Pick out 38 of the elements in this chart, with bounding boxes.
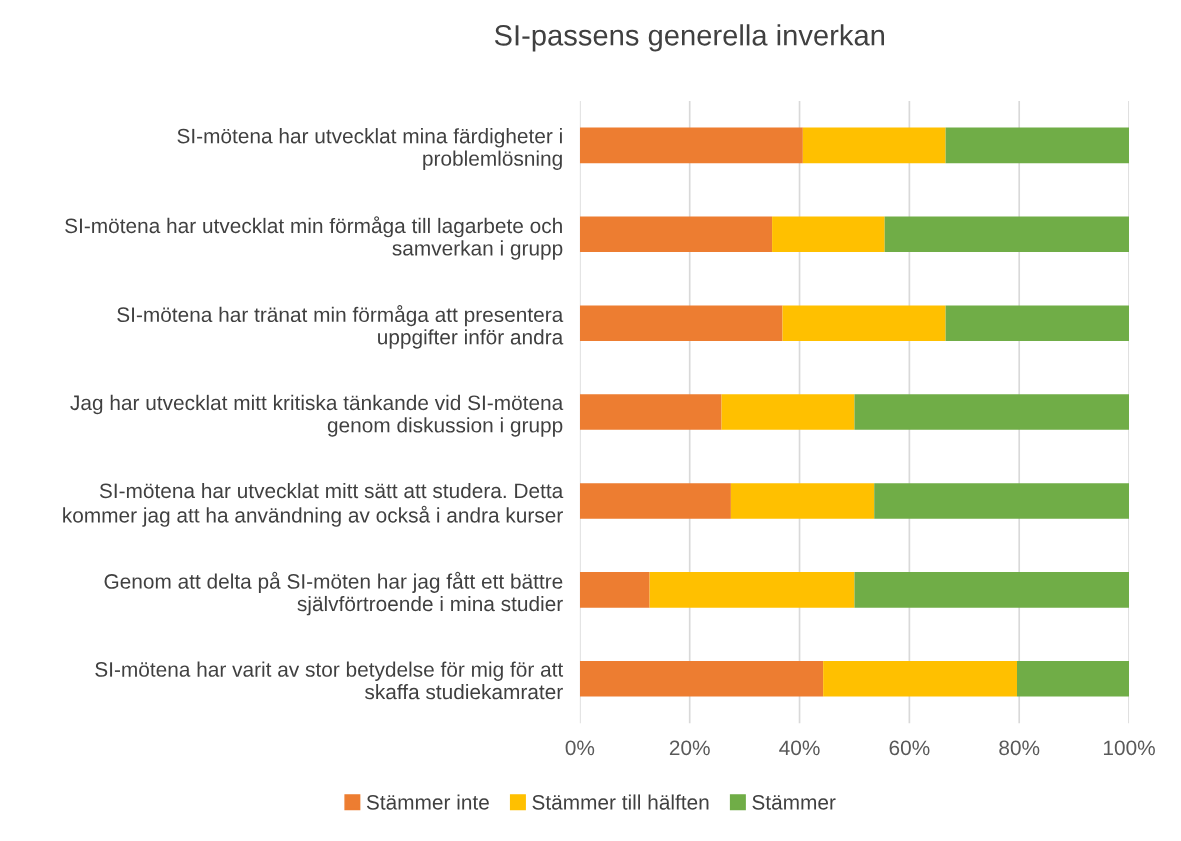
bar [854, 572, 1130, 608]
y-tick-label: SI-mötena har utvecklat mina färdigheter i problemlösning [177, 128, 562, 170]
bar [579, 483, 731, 519]
x-tick-label: 100% [1103, 740, 1155, 756]
bar [945, 127, 1130, 164]
bar [884, 216, 1130, 253]
y-tick-label: SI-mötena har varit av stor betydelse för mig för att skaffa studiekamrater [95, 661, 564, 700]
y-tick-label: SI-mötena har utvecklat mitt sätt att studera. Detta kommer jag att ha användning av också i andra kurser [63, 482, 564, 527]
x-tick-label: 40% [779, 740, 820, 756]
bar [721, 394, 855, 430]
bar [874, 483, 1130, 519]
bar [854, 394, 1130, 430]
x-tick-label: 0% [565, 740, 595, 756]
legend-label: Stämmer [752, 794, 836, 810]
bar [823, 661, 1018, 697]
bar [772, 216, 885, 253]
chart-title: SI-passens generella inverkan [494, 24, 884, 52]
bar [649, 572, 855, 608]
bar [579, 572, 650, 608]
bar [579, 216, 773, 253]
bar [579, 394, 722, 430]
bar [579, 127, 803, 164]
bar [579, 661, 824, 697]
x-tick-label: 20% [669, 740, 710, 756]
legend-label: Stämmer till hälften [532, 794, 709, 810]
y-tick-label: SI-mötena har tränat min förmåga att presentera uppgifter inför andra [117, 305, 564, 349]
bar [1017, 661, 1130, 697]
x-tick-label: 60% [889, 740, 930, 756]
y-tick-label: SI-mötena har utvecklat min förmåga till lagarbete och samverkan i grupp [65, 216, 563, 260]
x-tick-label: 80% [999, 740, 1040, 756]
bar [730, 483, 875, 519]
bar [782, 305, 946, 341]
bar [945, 305, 1130, 341]
y-tick-label: Jag har utvecklat mitt kritiska tänkande vid SI-mötena genom diskussion i grupp [70, 394, 564, 437]
y-tick-label: Genom att delta på SI-möten har jag fått ett bättre självförtroende i mina studier [104, 571, 563, 616]
bar [579, 305, 783, 341]
legend-label: Stämmer inte [366, 794, 489, 810]
bar [802, 127, 946, 164]
